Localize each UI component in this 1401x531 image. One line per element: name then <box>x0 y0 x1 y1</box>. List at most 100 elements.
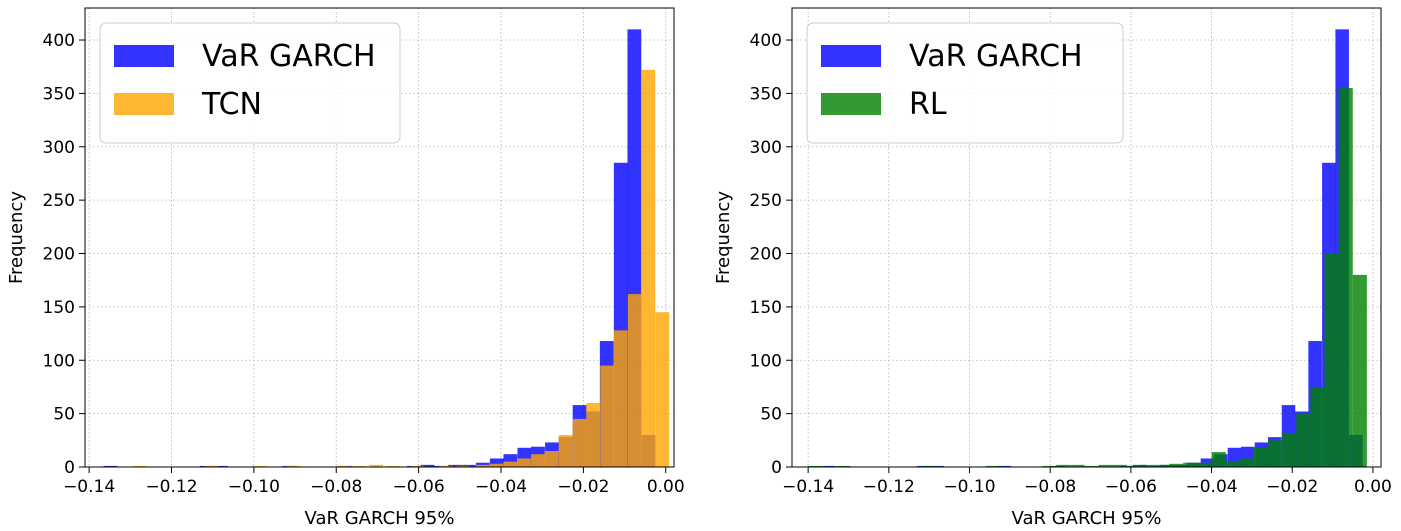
histogram-bar <box>385 465 400 467</box>
plot-frame <box>791 7 1382 468</box>
histogram-bar <box>252 465 267 467</box>
x-tick-label: −0.12 <box>863 477 915 497</box>
series-tcn <box>132 69 670 468</box>
histogram-bar <box>641 69 656 468</box>
histogram-bar <box>1084 465 1099 467</box>
legend: VaR GARCH RL <box>806 22 1124 144</box>
histogram-panel-left: −0.14 −0.12 −0.10 −0.08 −0.06 −0.04 −0.02 0.00 0… <box>6 7 685 529</box>
x-tick-label: −0.14 <box>782 477 834 497</box>
x-tick-label: −0.04 <box>475 477 527 497</box>
y-tick-label: 200 <box>43 245 75 265</box>
histogram-bar <box>586 402 601 467</box>
y-axis-label: Frequency <box>6 191 27 284</box>
histogram-bar <box>1126 465 1141 467</box>
histogram-bar <box>655 312 670 467</box>
histogram-bar <box>336 465 351 467</box>
y-tick-label: 400 <box>43 31 75 51</box>
histogram-bar <box>558 434 573 467</box>
y-tick-label: 300 <box>43 138 75 158</box>
x-tick-label: −0.14 <box>63 477 115 497</box>
y-tick-label: 400 <box>750 31 782 51</box>
y-tick-label: 250 <box>43 191 75 211</box>
histogram-bar <box>836 465 851 467</box>
histogram-bar <box>204 465 219 467</box>
x-tick-label: −0.10 <box>943 477 995 497</box>
legend-swatch <box>114 45 174 67</box>
x-tick-label: −0.12 <box>145 477 197 497</box>
x-tick-label: 0.00 <box>647 477 685 497</box>
histogram-panel-right: −0.14 −0.12 −0.10 −0.08 −0.06 −0.04 −0.02 0.00 0… <box>713 7 1392 529</box>
histogram-bar <box>369 464 384 467</box>
histogram-bar <box>455 465 470 467</box>
histogram-bar <box>1183 462 1198 467</box>
y-tick-label: 250 <box>750 191 782 211</box>
histogram-bar <box>1352 274 1367 467</box>
y-tick-label: 200 <box>750 245 782 265</box>
y-tick-label: 150 <box>43 298 75 318</box>
histogram-bar <box>921 465 936 467</box>
histogram-bar <box>1140 464 1156 467</box>
x-tick-label: −0.02 <box>1266 477 1318 497</box>
x-axis-label: VaR GARCH 95% <box>1012 508 1162 529</box>
histogram-bar <box>613 330 628 467</box>
histogram-bar <box>997 465 1012 467</box>
histogram-bar <box>439 465 454 467</box>
histogram-bar <box>1042 465 1057 467</box>
histogram-bar <box>503 461 518 467</box>
histogram-bar <box>489 463 504 467</box>
histogram-bar <box>1112 464 1127 467</box>
histogram-bar <box>1268 440 1283 467</box>
histogram-bar <box>213 465 228 467</box>
histogram-bar <box>808 465 823 467</box>
histogram-bar <box>410 465 425 467</box>
y-tick-label: 50 <box>53 405 75 425</box>
y-tick-label: 300 <box>750 138 782 158</box>
histogram-bar <box>1324 253 1339 467</box>
histogram-bar <box>1155 464 1170 467</box>
legend-swatch <box>821 45 881 67</box>
histogram-bar <box>517 458 531 467</box>
x-tick-label: 0.00 <box>1354 477 1392 497</box>
plot-frame <box>84 7 675 468</box>
histogram-bar <box>544 450 559 467</box>
legend-box <box>99 22 401 144</box>
histogram-bar <box>1169 463 1184 467</box>
x-axis-label: VaR GARCH 95% <box>305 508 455 529</box>
histogram-bar <box>352 465 367 467</box>
x-tick-label: −0.08 <box>1024 477 1076 497</box>
histogram-bar <box>822 465 836 467</box>
x-tick-label: −0.10 <box>228 477 280 497</box>
histogram-bar <box>132 465 147 467</box>
histogram-bar <box>627 294 642 467</box>
histogram-bar <box>1211 452 1226 467</box>
histogram-bar <box>1225 461 1240 467</box>
y-tick-label: 0 <box>771 458 782 478</box>
x-tick-label: −0.04 <box>1186 477 1238 497</box>
y-tick-label: 350 <box>750 84 782 104</box>
legend-label: VaR GARCH <box>909 39 1083 74</box>
histogram-bar <box>985 465 1000 467</box>
legend: VaR GARCH TCN <box>99 22 401 144</box>
histogram-bar <box>475 464 490 467</box>
histogram-bar <box>531 454 545 467</box>
histogram-bar <box>1296 413 1311 467</box>
histogram-bar <box>930 465 944 467</box>
histogram-bar <box>1282 432 1297 467</box>
histogram-bar <box>1253 447 1269 467</box>
y-axis-label: Frequency <box>713 191 734 284</box>
histogram-bar <box>489 458 504 467</box>
histogram-bar <box>1056 464 1071 467</box>
legend-label: VaR GARCH <box>202 39 376 74</box>
legend-swatch <box>821 93 881 115</box>
histogram-bar <box>1338 88 1353 467</box>
y-tick-label: 0 <box>64 458 75 478</box>
histogram-bar <box>286 465 301 467</box>
histogram-bar <box>420 464 435 467</box>
y-tick-label: 350 <box>43 84 75 104</box>
histogram-bar <box>1098 464 1113 467</box>
legend-label: TCN <box>201 87 262 122</box>
y-tick-label: 150 <box>750 298 782 318</box>
histogram-bar <box>600 365 615 467</box>
legend-label: RL <box>909 87 947 122</box>
